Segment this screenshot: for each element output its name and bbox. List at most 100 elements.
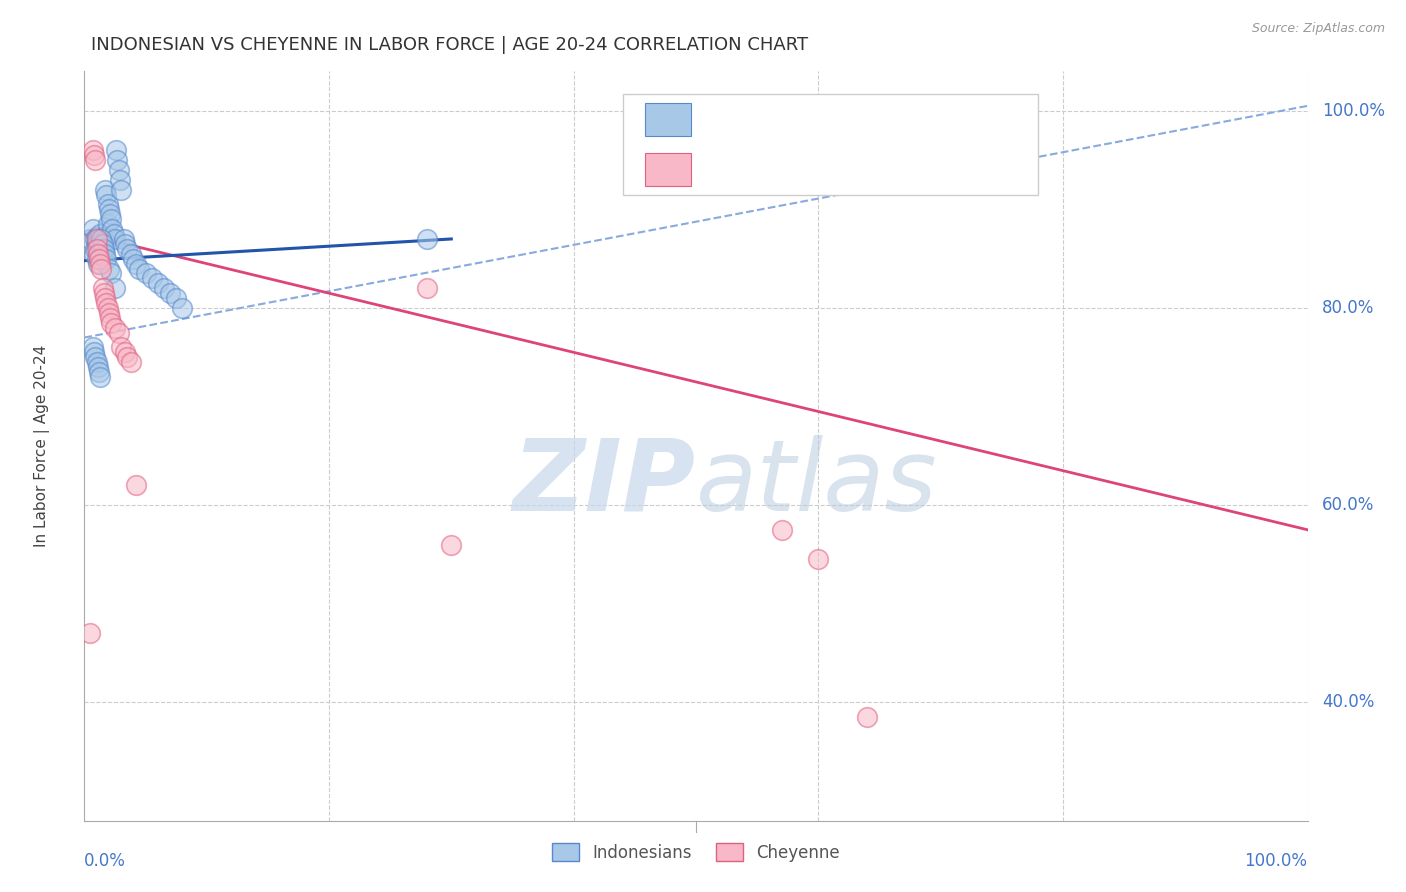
Point <box>84 242 107 256</box>
Point <box>84 351 107 365</box>
Point <box>90 232 112 246</box>
Point <box>120 355 142 369</box>
Text: R = -0.332   N = 30: R = -0.332 N = 30 <box>706 161 883 178</box>
Point <box>114 345 136 359</box>
Point <box>96 252 118 266</box>
Point <box>97 261 120 276</box>
Point <box>93 242 115 256</box>
Point <box>83 246 105 260</box>
Point <box>91 281 114 295</box>
Point <box>114 236 136 251</box>
Point <box>87 360 110 375</box>
FancyBboxPatch shape <box>644 103 692 136</box>
Point <box>89 370 111 384</box>
Point <box>172 301 194 315</box>
Point <box>153 281 176 295</box>
Point <box>125 478 148 492</box>
Point <box>86 355 108 369</box>
Point <box>86 252 108 266</box>
Point <box>89 244 111 258</box>
Point <box>83 345 105 359</box>
Point <box>416 281 439 295</box>
Point <box>86 242 108 256</box>
Point <box>86 230 108 244</box>
Point <box>97 217 120 231</box>
Point <box>159 286 181 301</box>
Point <box>94 291 117 305</box>
Point <box>90 232 112 246</box>
Point <box>87 257 110 271</box>
Point <box>97 301 120 315</box>
Point <box>87 236 110 251</box>
Point <box>105 143 128 157</box>
Point <box>94 246 117 260</box>
Point <box>79 626 101 640</box>
Point <box>100 316 122 330</box>
Point <box>84 153 107 167</box>
Point <box>87 246 110 260</box>
Text: 100.0%: 100.0% <box>1322 102 1385 120</box>
Point <box>100 267 122 281</box>
Point <box>91 230 114 244</box>
Point <box>105 153 128 167</box>
Point <box>87 365 110 379</box>
Point <box>98 207 121 221</box>
FancyBboxPatch shape <box>644 153 692 186</box>
Point <box>104 232 127 246</box>
Point <box>94 183 117 197</box>
Text: ZIP: ZIP <box>513 435 696 532</box>
Point <box>84 232 107 246</box>
Point <box>107 326 129 340</box>
Point <box>104 281 127 295</box>
Point <box>89 227 111 241</box>
Point <box>83 148 105 162</box>
Point <box>104 320 127 334</box>
FancyBboxPatch shape <box>623 94 1039 195</box>
Point <box>416 232 439 246</box>
Point <box>82 143 104 157</box>
Point <box>89 257 111 271</box>
Point <box>98 310 121 325</box>
Text: R =  0.166   N = 66: R = 0.166 N = 66 <box>706 110 882 128</box>
Point <box>110 340 132 354</box>
Point <box>108 173 131 187</box>
Point <box>93 286 115 301</box>
Point <box>93 234 115 248</box>
Point <box>93 244 115 258</box>
Text: 80.0%: 80.0% <box>1322 299 1375 317</box>
Point <box>146 277 169 291</box>
Point <box>440 538 463 552</box>
Point <box>97 202 120 217</box>
Point <box>120 246 142 260</box>
Point <box>770 523 793 537</box>
Point <box>115 351 138 365</box>
Point <box>141 271 163 285</box>
Text: 100.0%: 100.0% <box>1244 852 1308 870</box>
Point <box>82 340 104 354</box>
Point <box>87 242 110 256</box>
Point <box>97 306 120 320</box>
Point <box>86 236 108 251</box>
Point <box>90 261 112 276</box>
Point <box>856 710 879 724</box>
Point <box>90 246 112 260</box>
Point <box>87 246 110 260</box>
Point <box>125 257 148 271</box>
Point <box>807 552 830 566</box>
Point <box>91 240 114 254</box>
Text: atlas: atlas <box>696 435 938 532</box>
Point <box>110 183 132 197</box>
Point <box>165 291 187 305</box>
Text: Source: ZipAtlas.com: Source: ZipAtlas.com <box>1251 22 1385 36</box>
Point <box>97 197 120 211</box>
Point <box>96 187 118 202</box>
Point <box>82 222 104 236</box>
Point <box>115 242 138 256</box>
Point <box>128 261 150 276</box>
Point <box>100 212 122 227</box>
Point <box>96 296 118 310</box>
Point <box>86 232 108 246</box>
Point <box>79 232 101 246</box>
Point <box>91 236 114 251</box>
Point <box>103 227 125 241</box>
